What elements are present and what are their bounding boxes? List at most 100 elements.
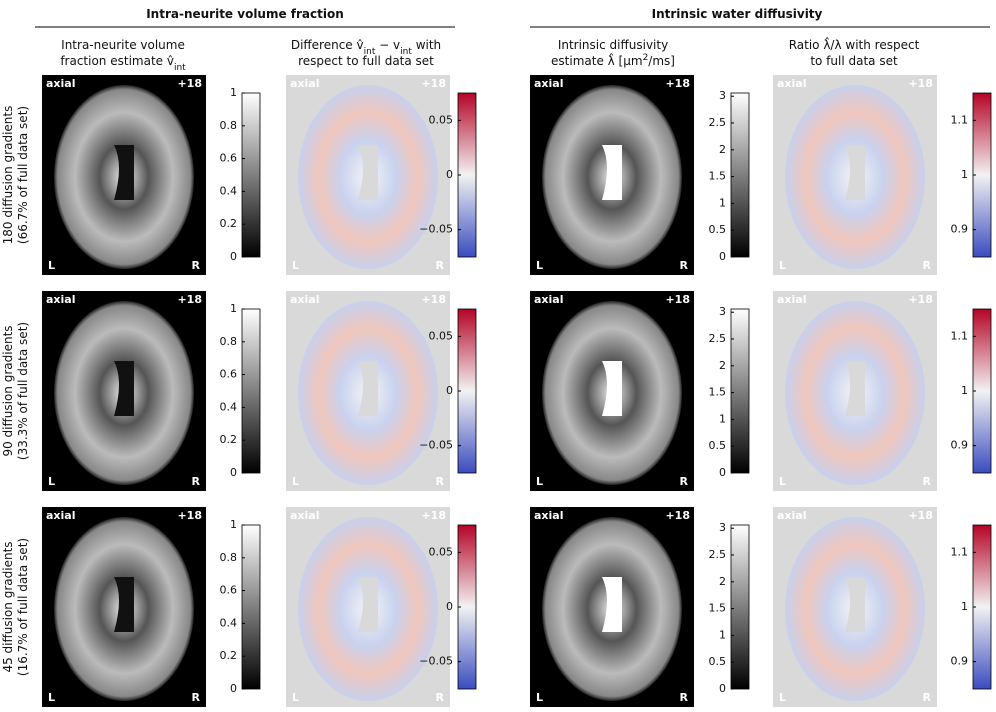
colorbar-tick-label: 0 <box>719 682 726 695</box>
image-label: +18 <box>665 77 690 90</box>
header-segment: int <box>400 47 412 57</box>
image-label: +18 <box>908 509 933 522</box>
image-label: axial <box>290 293 319 306</box>
colorbar-tick-label: 1.5 <box>709 386 727 399</box>
colorbar-tick-label: 0.6 <box>220 368 238 381</box>
colorbar-tick-label: −0.05 <box>419 439 453 452</box>
colorbar-tick-label: 1 <box>719 628 726 641</box>
colorbar-tick-label: 0 <box>446 600 453 613</box>
column-header: to full data set <box>810 54 898 68</box>
column-header: Ratio λ̂/λ with respect <box>789 36 920 52</box>
header-segment: fraction estimate v̂ <box>60 54 174 68</box>
image-label: +18 <box>177 77 202 90</box>
ventricle <box>602 577 622 632</box>
image-label: R <box>680 691 689 704</box>
column-header: Intrinsic diffusivity <box>558 38 668 52</box>
colorbar-tick-label: 1 <box>961 168 968 181</box>
colorbar-tick-label: 0.6 <box>220 584 238 597</box>
colorbar-tick-label: 0 <box>230 250 237 263</box>
colorbar-tick-label: 0.9 <box>951 439 969 452</box>
image-label: L <box>536 691 543 704</box>
colorbar-tick-label: 2 <box>719 143 726 156</box>
image-label: +18 <box>421 509 446 522</box>
colorbar-tick-label: 0 <box>446 168 453 181</box>
colorbar-tick-label: 0.5 <box>709 223 727 236</box>
colorbar-tick-label: 0 <box>719 466 726 479</box>
header-segment: /ms] <box>648 54 675 68</box>
image-label: R <box>923 475 932 488</box>
image-label: L <box>779 475 786 488</box>
image-label: +18 <box>421 293 446 306</box>
colorbar-tick-label: 2 <box>719 359 726 372</box>
colorbar-tick-label: 3 <box>719 89 726 102</box>
colorbar-tick-label: 1 <box>719 412 726 425</box>
colorbar-tick-label: 0.8 <box>220 551 238 564</box>
image-label: +18 <box>177 293 202 306</box>
image-label: L <box>536 475 543 488</box>
colorbar <box>730 308 750 474</box>
colorbar <box>730 92 750 258</box>
row-label: (66.7% of full data set) <box>16 106 30 244</box>
colorbar-tick-label: 1.5 <box>709 170 727 183</box>
colorbar-tick-label: 1 <box>719 196 726 209</box>
colorbar-tick-label: 0 <box>230 682 237 695</box>
colorbar-tick-label: 1.1 <box>951 329 969 342</box>
image-label: R <box>923 691 932 704</box>
colorbar-tick-label: 1.5 <box>709 602 727 615</box>
image-label: R <box>436 691 445 704</box>
header-segment: Intra-neurite volume <box>61 38 185 52</box>
row-label: 45 diffusion gradients <box>1 541 15 672</box>
header-segment: int <box>364 47 376 57</box>
colorbar-tick-label: 1 <box>961 600 968 613</box>
image-label: R <box>192 691 201 704</box>
colorbar-tick-label: 2.5 <box>709 332 727 345</box>
image-label: L <box>48 475 55 488</box>
image-label: axial <box>777 509 806 522</box>
header-segment: estimate λ̂ [µm <box>551 52 643 68</box>
image-label: axial <box>534 293 563 306</box>
ventricle <box>358 145 378 200</box>
row-label: 90 diffusion gradients <box>1 325 15 456</box>
column-header: estimate λ̂ [µm2/ms] <box>551 52 675 68</box>
ventricle <box>602 361 622 416</box>
colorbar-tick-label: 0.5 <box>709 655 727 668</box>
image-label: L <box>779 259 786 272</box>
colorbar-tick-label: 2.5 <box>709 116 727 129</box>
header-segment: Ratio λ̂/λ with respect <box>789 36 920 52</box>
image-label: +18 <box>177 509 202 522</box>
colorbar-tick-label: 0.2 <box>220 649 238 662</box>
image-label: L <box>536 259 543 272</box>
colorbar <box>730 524 750 690</box>
colorbar-tick-label: 0.2 <box>220 433 238 446</box>
header-segment: 2 <box>643 53 649 63</box>
column-header: respect to full data set <box>298 54 434 68</box>
colorbar <box>241 524 261 690</box>
colorbar <box>241 308 261 474</box>
colorbar-tick-label: 0 <box>719 250 726 263</box>
ventricle <box>845 145 865 200</box>
colorbar-tick-label: 1 <box>230 86 237 99</box>
colorbar-tick-label: 0 <box>446 384 453 397</box>
image-label: axial <box>290 509 319 522</box>
image-label: L <box>292 691 299 704</box>
image-label: axial <box>534 77 563 90</box>
column-header: fraction estimate v̂int <box>60 54 186 73</box>
colorbar-tick-label: 2 <box>719 575 726 588</box>
image-label: axial <box>46 509 75 522</box>
image-label: L <box>48 691 55 704</box>
colorbar-tick-label: 0.05 <box>429 545 454 558</box>
colorbar-tick-label: 0 <box>230 466 237 479</box>
group-title: Intrinsic water diffusivity <box>652 7 823 21</box>
colorbar-tick-label: 0.9 <box>951 223 969 236</box>
column-header: Intra-neurite volume <box>61 38 185 52</box>
colorbar-tick-label: 0.9 <box>951 655 969 668</box>
image-label: L <box>292 475 299 488</box>
image-label: L <box>48 259 55 272</box>
image-label: axial <box>46 77 75 90</box>
colorbar-tick-label: 0.8 <box>220 335 238 348</box>
colorbar-tick-label: 1 <box>961 384 968 397</box>
colorbar-tick-label: 1.1 <box>951 545 969 558</box>
colorbar-tick-label: 0.6 <box>220 152 238 165</box>
header-segment: int <box>174 63 186 73</box>
